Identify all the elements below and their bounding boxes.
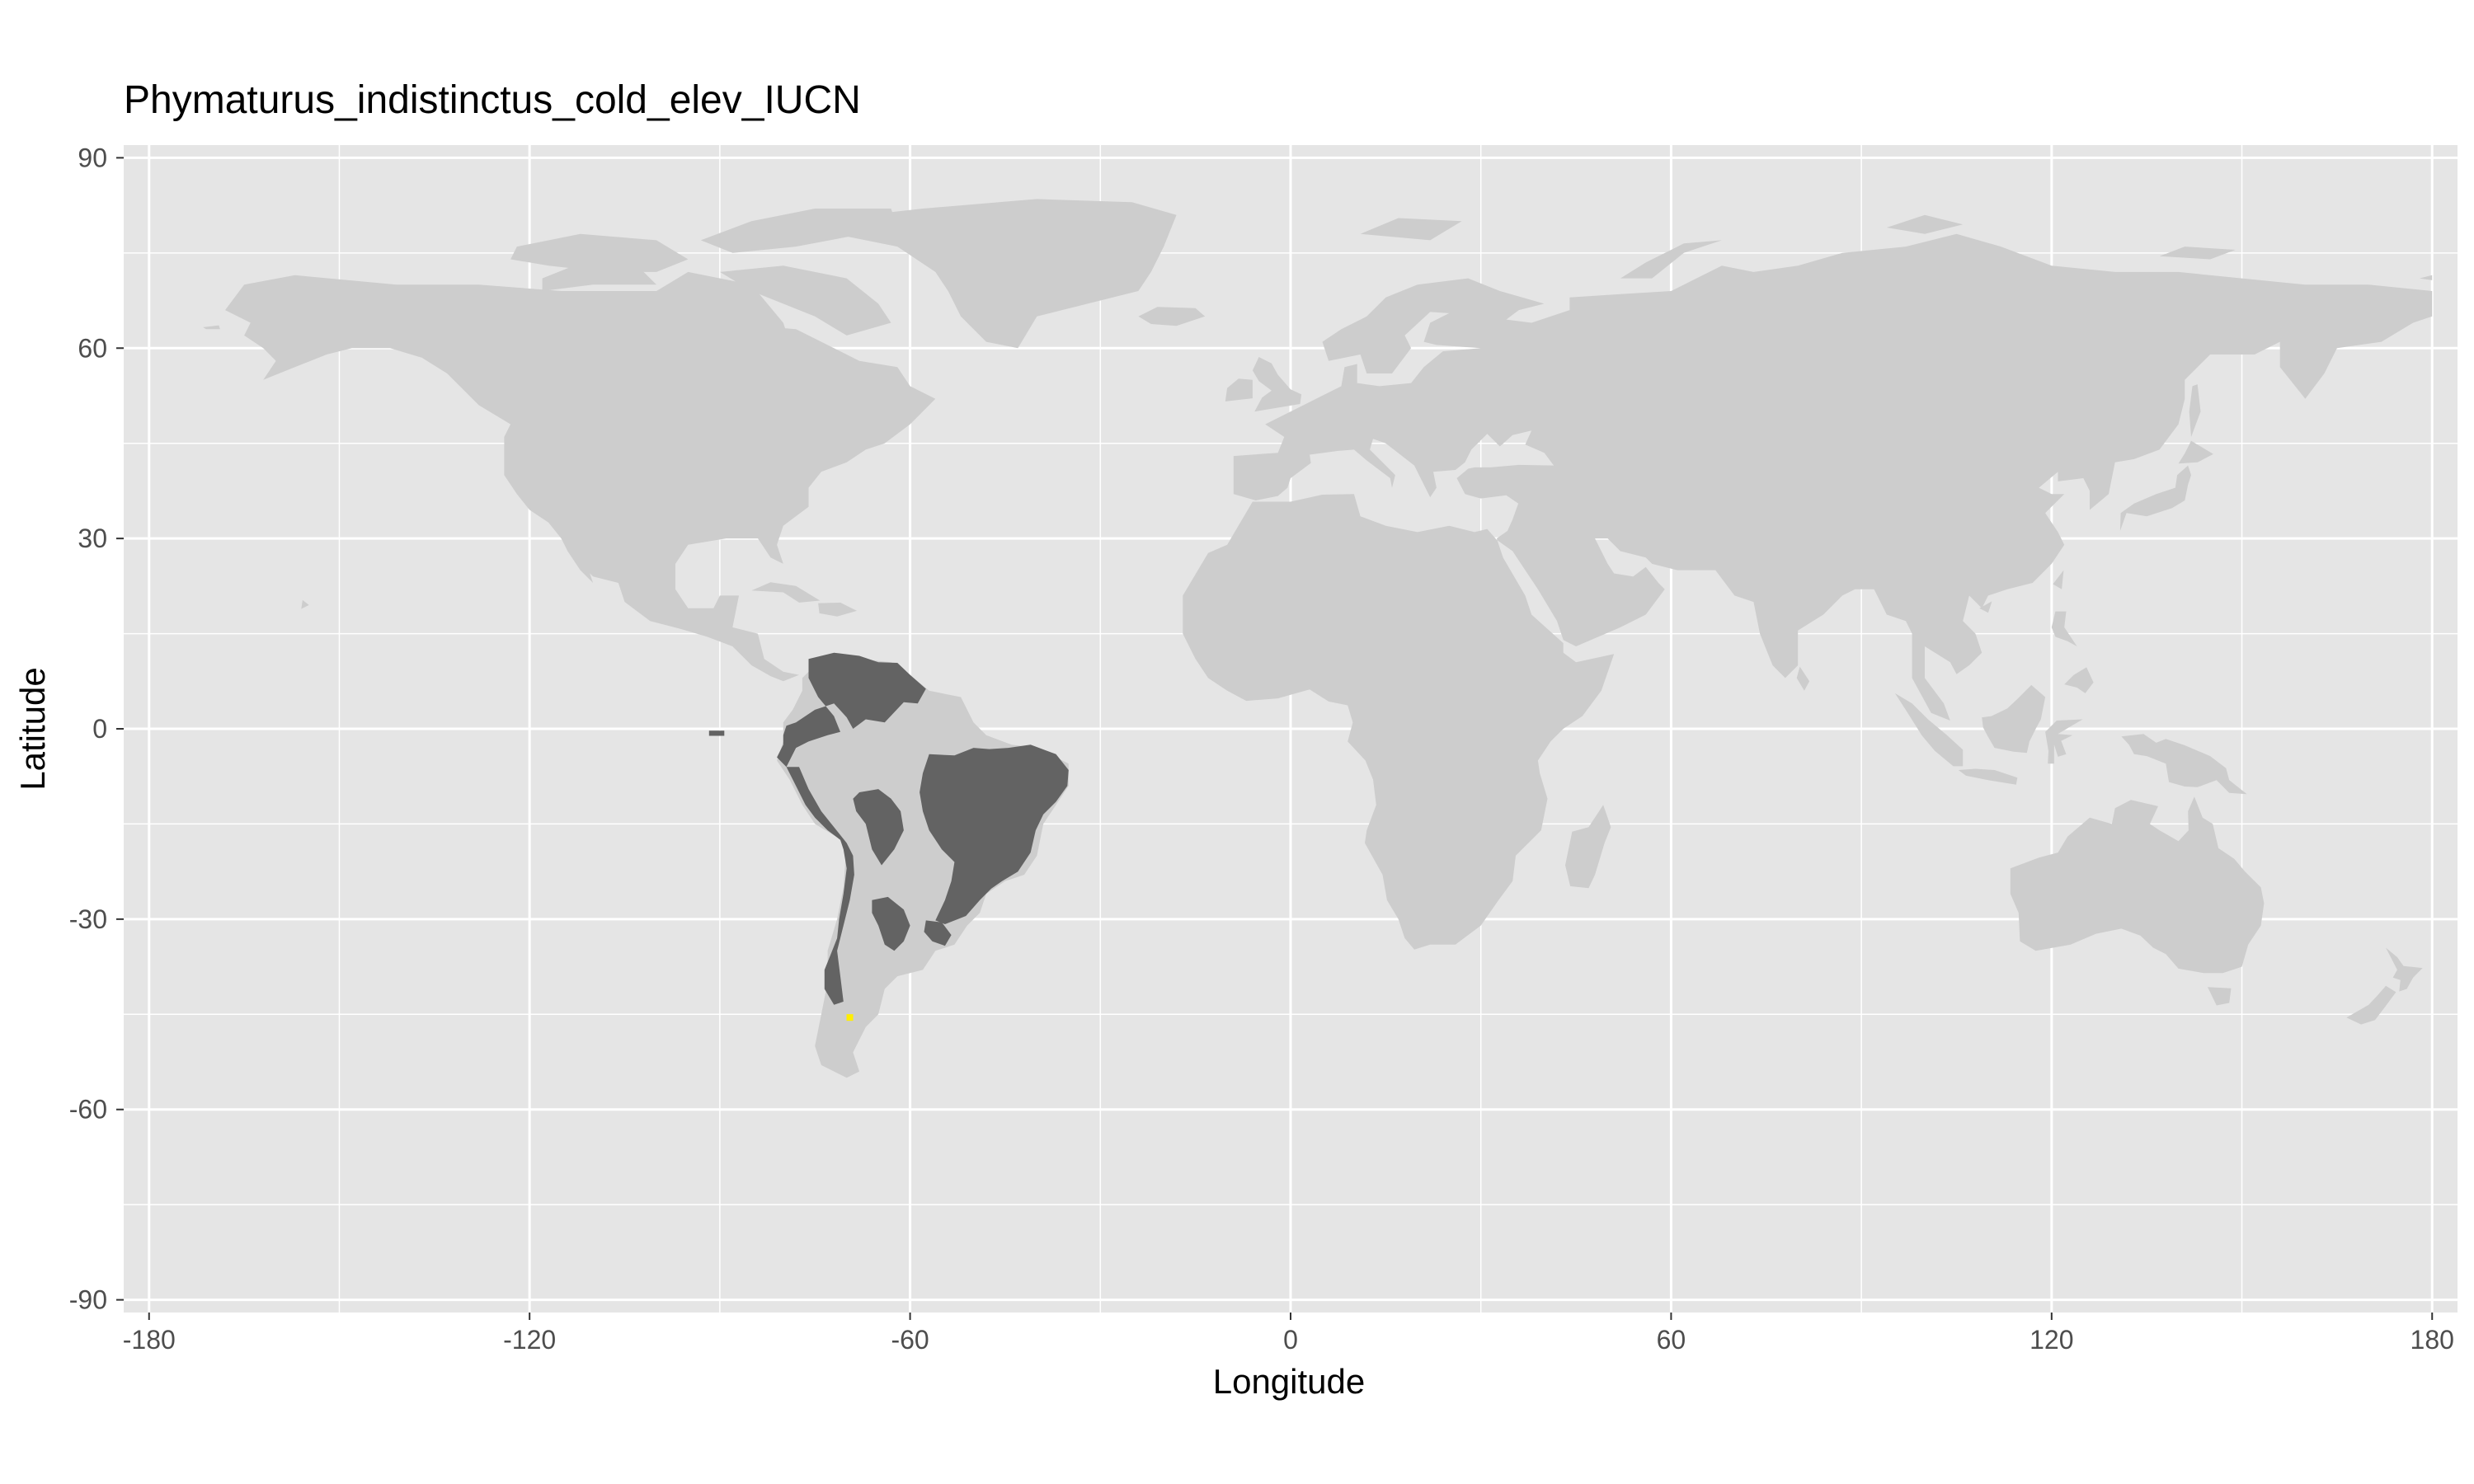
occurrence-point (846, 1014, 854, 1021)
land-sri-lanka (1796, 666, 1810, 691)
x-tick-label: 0 (1283, 1325, 1298, 1355)
plot-title: Phymaturus_indistinctus_cold_elev_IUCN (124, 78, 861, 122)
land-wrangel-island (2419, 275, 2433, 280)
land-australia (2010, 796, 2265, 974)
y-tick-label: -90 (69, 1285, 107, 1315)
land-new-zealand-north (2386, 947, 2423, 992)
x-tick-label: -120 (503, 1325, 556, 1355)
land-novaya-zemlya (1620, 240, 1722, 279)
y-tick-label: 60 (78, 333, 107, 363)
range-brazil-shield (920, 744, 1069, 924)
land-hokkaido (2178, 440, 2213, 464)
land-greenland (834, 199, 1177, 349)
land-hispaniola (818, 602, 857, 617)
land-alaska-st-lawrence (203, 325, 220, 330)
y-tick-label: 90 (78, 143, 107, 172)
land-ireland (1225, 378, 1253, 402)
y-tick-label: -30 (69, 904, 107, 934)
x-tick-label: 60 (1657, 1325, 1686, 1355)
y-tick-label: 0 (92, 714, 107, 744)
land-new-siberian-islands (2159, 247, 2236, 260)
y-tick-label: 30 (78, 524, 107, 553)
range-amazon-north-cluster (777, 652, 926, 768)
land-arctic-archipelago-2 (700, 209, 898, 253)
y-axis-title: Latitude (13, 667, 52, 790)
land-philippines-luzon (2051, 611, 2077, 646)
range-galapagos (708, 730, 725, 736)
land-tasmania (2208, 987, 2232, 1006)
x-tick-label: -180 (123, 1325, 176, 1355)
y-tick-label: -60 (69, 1095, 107, 1125)
x-tick-label: 180 (2411, 1325, 2454, 1355)
land-sumatra (1894, 693, 1964, 767)
land-new-guinea (2121, 734, 2247, 795)
range-uruguay-east (924, 920, 952, 946)
land-borneo (1982, 684, 2046, 754)
range-argentina-pampas (872, 896, 910, 951)
land-new-zealand-south (2346, 985, 2396, 1025)
land-eurasia (1183, 233, 2433, 950)
land-hawaii (301, 599, 309, 609)
land-taiwan (2053, 570, 2064, 589)
land-madagascar (1565, 805, 1611, 889)
range-andes-west-strip (786, 767, 854, 1005)
land-sulawesi (2045, 719, 2083, 764)
land-java (1958, 768, 2018, 785)
land-hainan (1979, 601, 1992, 613)
land-severnaya-zemlya (1886, 214, 1964, 234)
suitable-range-layer (708, 652, 1069, 1005)
land-cuba (751, 582, 821, 603)
range-bolivia-lowlands (853, 789, 904, 866)
occurrence-layer (846, 1014, 854, 1021)
land-japan-honshu (2119, 465, 2191, 531)
land-victoria-island (542, 265, 656, 291)
land-sakhalin (2189, 384, 2201, 437)
land-arctic-archipelago-1 (510, 233, 689, 272)
y-axis-ticks: 90 60 30 0 -30 -60 -90 (69, 143, 124, 1315)
x-tick-label: -60 (891, 1325, 929, 1355)
x-axis-ticks: -180 -120 -60 0 60 120 180 (123, 1313, 2454, 1355)
land-north-america (225, 271, 936, 682)
land-iceland (1138, 307, 1206, 326)
land-philippines-mindanao (2064, 667, 2094, 693)
land-great-britain (1252, 357, 1302, 412)
land-baffin-island (719, 265, 891, 336)
x-tick-label: 120 (2030, 1325, 2073, 1355)
land-svalbard (1360, 218, 1462, 241)
x-axis-title: Longitude (1213, 1362, 1366, 1401)
